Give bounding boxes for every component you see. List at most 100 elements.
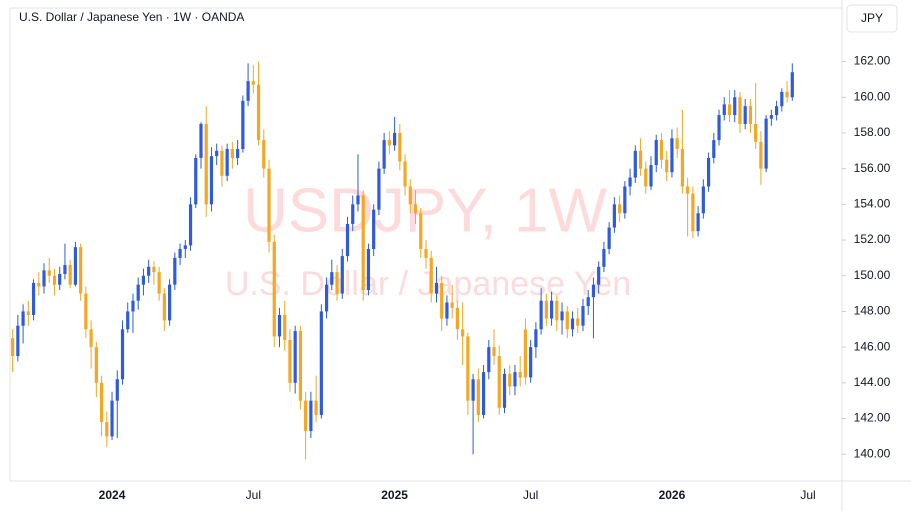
candle-body [304, 400, 308, 432]
candle-body [445, 302, 449, 319]
x-tick-label: 2025 [381, 488, 408, 502]
candle-body [665, 159, 669, 173]
candle-body [403, 161, 407, 187]
candle-body [518, 372, 522, 378]
candle-body [157, 272, 161, 294]
candle-body [659, 140, 664, 160]
candle-body [267, 168, 271, 242]
currency-label[interactable]: JPY [861, 11, 883, 25]
candle-body [47, 270, 51, 276]
candle-body [539, 300, 543, 330]
candle-body [612, 204, 616, 228]
candle-body [628, 177, 632, 187]
candle-body [492, 347, 496, 357]
y-tick-label: 146.00 [854, 339, 891, 353]
candle-body [790, 72, 794, 98]
candle-body [576, 318, 580, 326]
candle-body [63, 265, 67, 274]
candle-body [701, 186, 705, 214]
candle-body [251, 81, 255, 85]
candle-body [382, 140, 386, 169]
candle-body [366, 248, 371, 291]
candle-body [754, 124, 758, 142]
candle-body [162, 293, 166, 321]
candle-body [256, 84, 261, 141]
candle-body [413, 204, 418, 214]
candle-body [314, 400, 318, 415]
x-tick-label: Jul [523, 488, 538, 502]
candle-body [774, 106, 779, 116]
candle-body [340, 256, 344, 294]
candle-body [94, 347, 98, 383]
candle-body [99, 382, 104, 423]
candle-body [738, 97, 742, 125]
candle-body [633, 150, 637, 178]
candle-body [351, 204, 355, 224]
candle-body [733, 97, 737, 116]
candle-body [461, 329, 465, 337]
candle-body [680, 149, 685, 187]
candle-body [638, 150, 643, 169]
candle-body [602, 248, 606, 267]
candle-body [712, 140, 716, 158]
candle-body [529, 347, 533, 378]
candle-body [147, 266, 151, 276]
candle-body [330, 272, 334, 285]
candle-body [246, 81, 250, 101]
candle-body [586, 297, 590, 307]
candle-body [115, 379, 119, 401]
candle-body [173, 257, 177, 285]
candle-body [21, 311, 25, 326]
candle-body [487, 347, 491, 373]
candle-body [502, 373, 507, 408]
y-tick-label: 140.00 [854, 446, 891, 460]
candle-body [565, 311, 569, 330]
candle-body [377, 168, 381, 210]
watermark-name: U.S. Dollar / Japanese Yen [225, 265, 631, 303]
candle-body [136, 284, 140, 301]
x-tick-label: 2024 [99, 488, 126, 502]
y-tick-label: 160.00 [854, 89, 891, 103]
candle-body [372, 209, 376, 249]
candle-body [508, 373, 512, 387]
candle-body [408, 186, 412, 205]
candle-body [743, 106, 747, 125]
candle-body [298, 331, 303, 401]
candle-body [79, 247, 83, 294]
candle-body [497, 356, 501, 408]
currency-button[interactable] [846, 4, 898, 33]
candle-body [434, 282, 439, 294]
candle-body [105, 422, 109, 437]
candle-body [220, 150, 224, 176]
candle-body [513, 372, 517, 387]
candle-body [764, 118, 768, 169]
candle-body [785, 91, 789, 98]
candle-body [717, 115, 721, 141]
candle-body [523, 329, 528, 378]
candle-body [644, 168, 648, 187]
candle-body [759, 141, 763, 169]
candle-body [31, 282, 36, 316]
candle-body [706, 157, 711, 187]
candle-body [199, 124, 203, 158]
candle-body [597, 266, 601, 285]
y-tick-label: 152.00 [854, 232, 891, 246]
candle-body [324, 284, 329, 312]
candle-body [570, 318, 575, 330]
candle-body [52, 275, 57, 285]
candle-body [141, 275, 146, 285]
candle-body [68, 265, 72, 285]
candle-body [277, 315, 282, 337]
candle-body [419, 213, 423, 249]
candle-body [188, 204, 193, 246]
candle-body [691, 193, 695, 232]
candle-body [183, 245, 187, 249]
candle-body [120, 329, 125, 380]
candle-body [722, 104, 726, 116]
candle-body [288, 339, 292, 383]
candle-body [398, 132, 402, 162]
candle-body [89, 329, 93, 348]
